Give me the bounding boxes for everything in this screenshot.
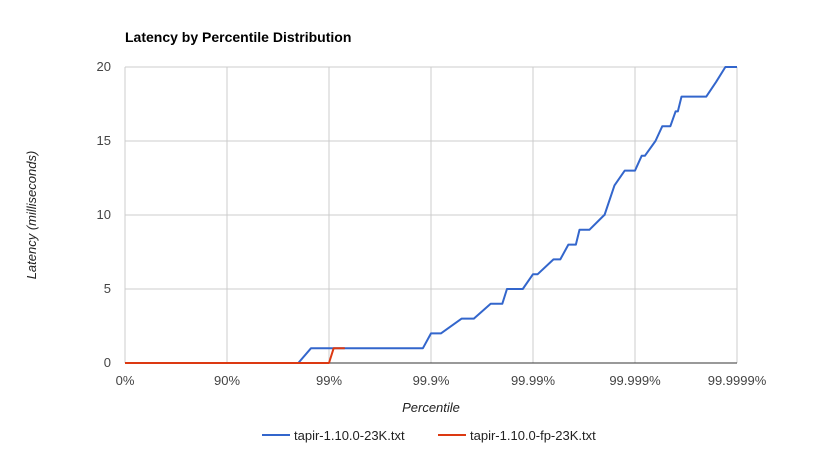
y-axis-title: Latency (milliseconds) <box>24 151 39 280</box>
legend: tapir-1.10.0-23K.txt tapir-1.10.0-fp-23K.… <box>262 428 596 443</box>
x-tick-label: 90% <box>214 373 240 388</box>
x-axis-title: Percentile <box>402 400 460 415</box>
y-tick-label: 5 <box>104 281 111 296</box>
series-layer <box>125 66 737 364</box>
gridlines <box>124 66 738 364</box>
x-tick-label: 0% <box>116 373 135 388</box>
x-tick-label: 99.9999% <box>708 373 767 388</box>
x-tick-label: 99.9% <box>413 373 450 388</box>
y-tick-label: 10 <box>97 207 111 222</box>
legend-label-1: tapir-1.10.0-23K.txt <box>294 428 405 443</box>
x-tick-label: 99% <box>316 373 342 388</box>
y-tick-label: 15 <box>97 133 111 148</box>
series-line-2 <box>125 347 345 364</box>
chart-title: Latency by Percentile Distribution <box>125 29 351 45</box>
y-tick-label: 20 <box>97 59 111 74</box>
y-tick-label: 0 <box>104 355 111 370</box>
tick-labels: 0% 90% 99% 99.9% 99.99% 99.999% 99.9999% 0 5 10 15… <box>97 59 767 388</box>
legend-label-2: tapir-1.10.0-fp-23K.txt <box>470 428 596 443</box>
series-line-1 <box>125 66 737 364</box>
x-tick-label: 99.999% <box>609 373 661 388</box>
x-tick-label: 99.99% <box>511 373 556 388</box>
